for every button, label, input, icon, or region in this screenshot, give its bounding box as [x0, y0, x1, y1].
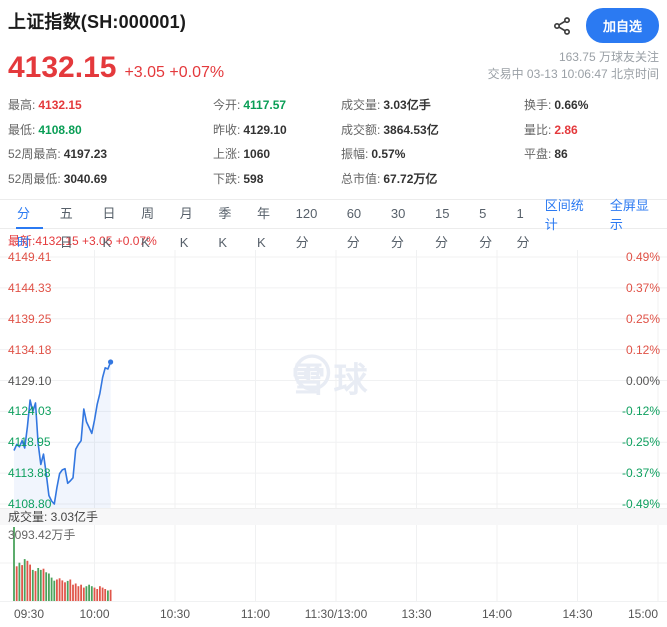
y-axis-percent-label: 0.37%: [625, 280, 660, 295]
volume-pane-label: 成交量: 3.03亿手: [0, 508, 667, 525]
link-全屏显示[interactable]: 全屏显示: [609, 198, 649, 232]
x-axis-time-label: 11:00: [240, 607, 271, 621]
y-axis-price-label: 4129.10: [8, 373, 52, 388]
x-axis-time-label: 14:00: [481, 607, 513, 621]
y-axis-percent-label: 0.12%: [625, 342, 660, 357]
stat-item: 最高: 4132.15: [8, 98, 82, 112]
x-axis-time-label: 14:30: [562, 607, 593, 621]
price-chart-canvas: [0, 250, 667, 508]
tab-60分[interactable]: 60分: [346, 206, 362, 250]
y-axis-percent-label: -0.12%: [621, 404, 660, 419]
stat-item: 振幅: 0.57%: [341, 147, 406, 161]
tab-周K[interactable]: 周K: [141, 206, 155, 250]
share-icon[interactable]: [552, 16, 572, 36]
header: 上证指数(SH:000001) 加自选: [0, 0, 667, 43]
link-区间统计[interactable]: 区间统计: [544, 198, 584, 232]
tab-5分[interactable]: 5分: [479, 206, 493, 250]
add-watchlist-button[interactable]: 加自选: [585, 8, 659, 43]
volume-max-label: 3093.42万手: [8, 528, 76, 542]
period-tabbar: 分时 五日 日K 周K 月K 季K 年K 120分 60分 30分 15分 5分 1分 区间统计 全屏显示: [0, 198, 667, 250]
tab-分时[interactable]: 分时: [8, 199, 51, 250]
stats-grid: 最高: 4132.15 最低: 4108.80 52周最高: 4197.23 52周最低: 3…: [0, 85, 667, 191]
tab-1分[interactable]: 1分: [516, 206, 530, 250]
time-axis: 09:30 10:00 10:30 11:00 11:30/13:00 13:30 14:0…: [0, 601, 667, 627]
stat-item: 换手: 0.66%: [524, 98, 589, 112]
stat-item: 下跌: 598: [213, 171, 264, 186]
tab-15分[interactable]: 15分: [435, 206, 450, 250]
volume-chart-canvas: [0, 525, 667, 601]
chart-tools: 区间统计 全屏显示: [545, 195, 659, 233]
stat-item: 成交额: 3864.53亿: [341, 122, 439, 137]
y-axis-price-label: 4144.33: [8, 280, 52, 295]
x-axis-time-label: 10:30: [159, 607, 191, 621]
x-axis-time-label: 11:30/13:00: [304, 607, 368, 621]
x-axis-time-label: 10:00: [79, 607, 110, 621]
stats-column-2: 成交量: 3.03亿手 成交额: 3864.53亿 振幅: 0.57% 总市值: 67.72万…: [341, 93, 524, 191]
quote-row: 4132.15 +3.05 +0.07% 163.75 万球友关注 交易中 03…: [0, 43, 667, 85]
y-axis-percent-label: -0.49%: [621, 497, 660, 511]
stats-column-0: 最高: 4132.15 最低: 4108.80 52周最高: 4197.23 52周最低: 3…: [8, 93, 213, 191]
tab-五日[interactable]: 五日: [59, 206, 73, 250]
stat-item: 上涨: 1060: [213, 147, 271, 161]
tab-120分[interactable]: 120分: [295, 206, 318, 250]
y-axis-price-label: 4124.03: [8, 404, 52, 419]
stat-item: 成交量: 3.03亿手: [341, 98, 431, 112]
tab-月K[interactable]: 月K: [179, 206, 193, 250]
stat-item: 52周最低: 3040.69: [8, 171, 108, 186]
y-axis-percent-label: 0.25%: [625, 311, 660, 326]
stats-column-1: 今开: 4117.57 昨收: 4129.10 上涨: 1060 下跌: 598: [213, 93, 341, 191]
tab-30分[interactable]: 30分: [390, 206, 406, 250]
stat-item: 今开: 4117.57: [213, 98, 287, 112]
header-actions: 加自选: [552, 8, 659, 43]
y-axis-percent-label: 0.00%: [625, 373, 660, 388]
tab-日K[interactable]: 日K: [102, 206, 116, 250]
current-price: 4132.15: [8, 51, 117, 84]
y-axis-price-label: 4118.95: [8, 435, 51, 450]
stat-item: 平盘: 86: [524, 147, 568, 161]
stat-item: 昨收: 4129.10: [213, 122, 287, 137]
y-axis-percent-label: 0.49%: [625, 250, 660, 264]
price-change: +3.05 +0.07%: [124, 64, 225, 81]
stats-column-3: 换手: 0.66% 量比: 2.86 平盘: 86: [524, 93, 659, 191]
stat-item: 总市值: 67.72万亿: [341, 171, 438, 186]
x-axis-time-label: 09:30: [14, 607, 45, 621]
y-axis-price-label: 4134.18: [8, 342, 52, 357]
trading-status: 交易中 03-13 10:06:47 北京时间: [487, 67, 659, 81]
stat-item: 最低: 4108.80: [8, 122, 82, 137]
followers-count: 163.75 万球友关注: [558, 50, 659, 64]
volume-chart[interactable]: 3093.42万手: [0, 525, 667, 601]
y-axis-percent-label: -0.37%: [621, 466, 660, 481]
stat-item: 52周最高: 4197.23: [8, 147, 108, 161]
quote-price-block: 4132.15 +3.05 +0.07%: [8, 51, 224, 85]
y-axis-price-label: 4149.41: [8, 250, 52, 264]
x-axis-time-label: 15:00: [627, 607, 658, 621]
y-axis-price-label: 4139.25: [8, 311, 52, 326]
latest-quote-line: 最新:4132.15 +3.05 +0.07%: [8, 234, 157, 248]
quote-meta: 163.75 万球友关注 交易中 03-13 10:06:47 北京时间: [488, 49, 659, 85]
stat-item: 量比: 2.86: [524, 122, 578, 137]
y-axis-price-label: 4108.80: [8, 497, 52, 511]
tab-季K[interactable]: 季K: [218, 206, 232, 250]
x-axis-time-label: 13:30: [401, 607, 432, 621]
price-chart[interactable]: 雪球 4149.41 4144.33 4139.25 4134.18 4129.10 41…: [0, 250, 667, 511]
tab-年K[interactable]: 年K: [257, 206, 271, 250]
y-axis-price-label: 4113.88: [8, 466, 51, 481]
y-axis-percent-label: -0.25%: [621, 435, 660, 450]
page-title: 上证指数(SH:000001): [8, 12, 187, 32]
